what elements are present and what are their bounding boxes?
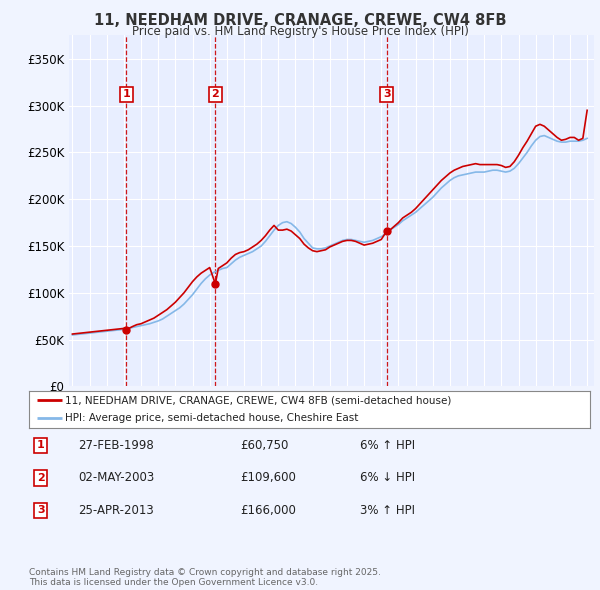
Text: HPI: Average price, semi-detached house, Cheshire East: HPI: Average price, semi-detached house,… bbox=[65, 412, 359, 422]
Text: 02-MAY-2003: 02-MAY-2003 bbox=[78, 471, 154, 484]
Text: 11, NEEDHAM DRIVE, CRANAGE, CREWE, CW4 8FB (semi-detached house): 11, NEEDHAM DRIVE, CRANAGE, CREWE, CW4 8… bbox=[65, 395, 452, 405]
Text: 1: 1 bbox=[122, 89, 130, 99]
Text: 11, NEEDHAM DRIVE, CRANAGE, CREWE, CW4 8FB: 11, NEEDHAM DRIVE, CRANAGE, CREWE, CW4 8… bbox=[94, 13, 506, 28]
Text: 1: 1 bbox=[37, 441, 44, 450]
Text: £60,750: £60,750 bbox=[240, 439, 289, 452]
Text: £166,000: £166,000 bbox=[240, 504, 296, 517]
Text: 3% ↑ HPI: 3% ↑ HPI bbox=[360, 504, 415, 517]
Text: 27-FEB-1998: 27-FEB-1998 bbox=[78, 439, 154, 452]
Text: 25-APR-2013: 25-APR-2013 bbox=[78, 504, 154, 517]
Text: £109,600: £109,600 bbox=[240, 471, 296, 484]
Text: 6% ↓ HPI: 6% ↓ HPI bbox=[360, 471, 415, 484]
Text: 3: 3 bbox=[383, 89, 391, 99]
Text: 3: 3 bbox=[37, 506, 44, 515]
Text: 6% ↑ HPI: 6% ↑ HPI bbox=[360, 439, 415, 452]
Text: 2: 2 bbox=[37, 473, 44, 483]
Text: Contains HM Land Registry data © Crown copyright and database right 2025.
This d: Contains HM Land Registry data © Crown c… bbox=[29, 568, 380, 587]
Text: Price paid vs. HM Land Registry's House Price Index (HPI): Price paid vs. HM Land Registry's House … bbox=[131, 25, 469, 38]
Text: 2: 2 bbox=[211, 89, 219, 99]
